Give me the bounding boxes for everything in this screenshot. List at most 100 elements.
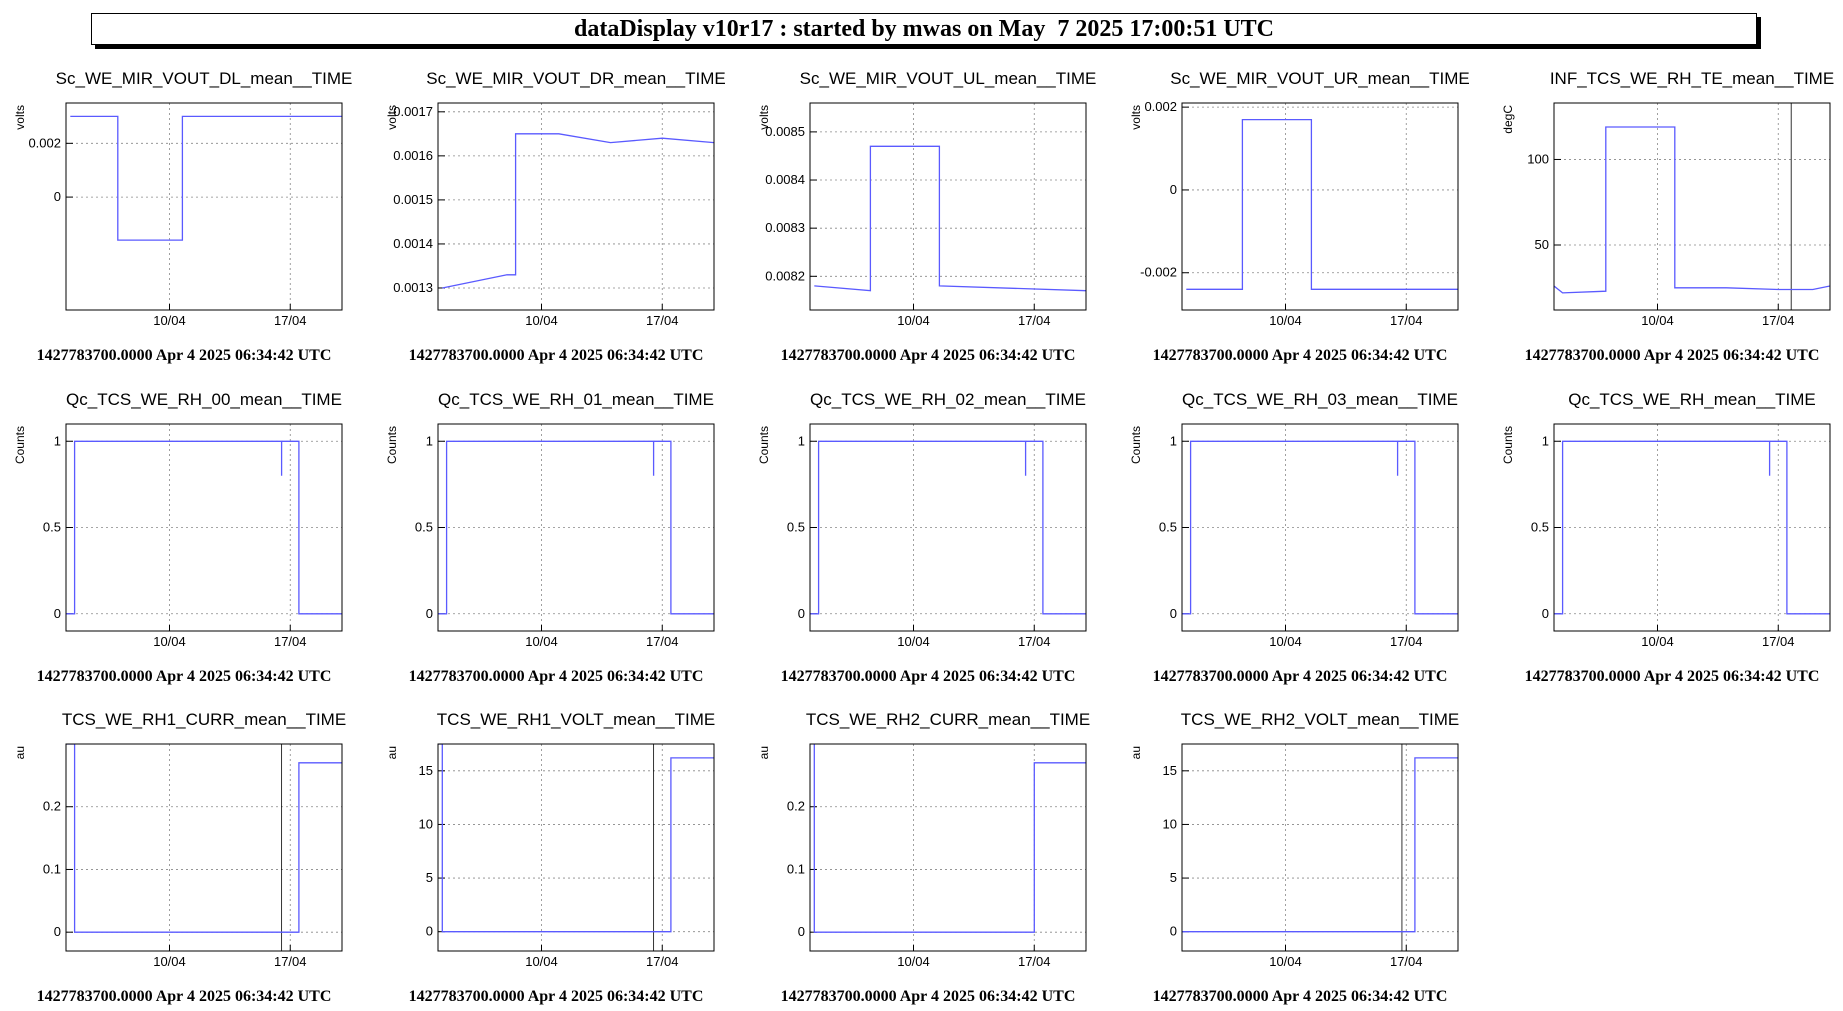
x-tick-label: 10/04 (1269, 954, 1302, 969)
y-tick-label: 0.2 (787, 799, 805, 814)
plot-frame (1181, 102, 1459, 311)
x-tick-label: 10/04 (1641, 634, 1674, 649)
x-tick-label: 17/04 (1390, 954, 1423, 969)
x-tick-label: 10/04 (1269, 634, 1302, 649)
plot-frame (1553, 423, 1831, 632)
panel-title: Sc_WE_MIR_VOUT_UL_mean__TIME (800, 69, 1097, 88)
y-tick-label: 0 (1170, 606, 1177, 621)
panel-footer: 1427783700.0000 Apr 4 2025 06:34:42 UTC (409, 668, 704, 685)
panel-footer: 1427783700.0000 Apr 4 2025 06:34:42 UTC (37, 668, 332, 685)
x-tick-label: 17/04 (646, 954, 679, 969)
panel-footer: 1427783700.0000 Apr 4 2025 06:34:42 UTC (1525, 668, 1820, 685)
panel-9: Qc_TCS_WE_RH_03_mean__TIME Counts 10/04 17/… (1129, 390, 1459, 685)
y-tick-label: 0.002 (1144, 99, 1177, 114)
y-axis-label: Counts (1129, 426, 1143, 464)
series-line (442, 133, 714, 289)
series-line (1182, 757, 1458, 933)
y-axis-label: volts (757, 105, 771, 130)
y-tick-label: 0.5 (43, 520, 61, 535)
y-axis-label: au (13, 746, 27, 759)
panel-footer: 1427783700.0000 Apr 4 2025 06:34:42 UTC (37, 347, 332, 364)
x-tick-label: 17/04 (274, 313, 307, 328)
x-tick-label: 17/04 (1018, 954, 1051, 969)
panel-title: Qc_TCS_WE_RH_01_mean__TIME (438, 390, 714, 409)
x-tick-label: 17/04 (1390, 634, 1423, 649)
y-tick-label: -0.002 (1140, 265, 1177, 280)
y-tick-label: 0.2 (43, 799, 61, 814)
plot-frame (65, 423, 343, 632)
x-tick-label: 17/04 (646, 634, 679, 649)
x-tick-label: 10/04 (1641, 313, 1674, 328)
x-tick-label: 10/04 (1269, 313, 1302, 328)
y-axis-label: degC (1501, 105, 1515, 134)
panel-footer: 1427783700.0000 Apr 4 2025 06:34:42 UTC (409, 988, 704, 1005)
x-tick-label: 10/04 (525, 954, 558, 969)
y-tick-label: 1 (1542, 433, 1549, 448)
y-tick-label: 0 (798, 924, 805, 939)
plot-frame (437, 743, 715, 952)
panel-title: Qc_TCS_WE_RH_mean__TIME (1568, 390, 1816, 409)
panel-title: Qc_TCS_WE_RH_03_mean__TIME (1182, 390, 1458, 409)
y-tick-label: 0 (1542, 606, 1549, 621)
panel-footer: 1427783700.0000 Apr 4 2025 06:34:42 UTC (1153, 988, 1448, 1005)
panel-title: TCS_WE_RH1_CURR_mean__TIME (62, 710, 346, 729)
panel-title: Sc_WE_MIR_VOUT_DR_mean__TIME (426, 69, 725, 88)
panel-footer: 1427783700.0000 Apr 4 2025 06:34:42 UTC (1153, 347, 1448, 364)
plot-frame (809, 423, 1087, 632)
page-title: dataDisplay v10r17 : started by mwas on … (91, 13, 1757, 45)
y-tick-label: 0.0016 (393, 148, 433, 163)
y-tick-label: 0.0017 (393, 104, 433, 119)
y-axis-label: volts (1129, 105, 1143, 130)
y-tick-label: 0 (54, 924, 61, 939)
series-line (66, 440, 342, 615)
y-tick-label: 10 (419, 816, 433, 831)
y-tick-label: 0 (1170, 924, 1177, 939)
y-tick-label: 1 (798, 433, 805, 448)
x-tick-label: 10/04 (153, 313, 186, 328)
x-tick-label: 10/04 (897, 954, 930, 969)
series-line (810, 440, 1086, 615)
panel-footer: 1427783700.0000 Apr 4 2025 06:34:42 UTC (409, 347, 704, 364)
y-axis-label: au (1129, 746, 1143, 759)
plot-frame (1553, 102, 1831, 311)
y-tick-label: 5 (426, 870, 433, 885)
y-tick-label: 15 (1163, 763, 1177, 778)
series-line (70, 115, 342, 241)
panel-title: TCS_WE_RH2_VOLT_mean__TIME (1181, 710, 1459, 729)
y-tick-label: 0.1 (787, 861, 805, 876)
x-tick-label: 17/04 (1390, 313, 1423, 328)
y-tick-label: 15 (419, 763, 433, 778)
panel-footer: 1427783700.0000 Apr 4 2025 06:34:42 UTC (781, 988, 1076, 1005)
series-line (1554, 440, 1830, 615)
y-tick-label: 0.5 (415, 520, 433, 535)
x-tick-label: 10/04 (897, 634, 930, 649)
y-axis-label: au (757, 746, 771, 759)
panel-7: Qc_TCS_WE_RH_01_mean__TIME Counts 10/04 17/… (385, 390, 715, 685)
plot-frame (437, 102, 715, 311)
y-tick-label: 1 (54, 433, 61, 448)
x-tick-label: 17/04 (1762, 313, 1795, 328)
panel-footer: 1427783700.0000 Apr 4 2025 06:34:42 UTC (1525, 347, 1820, 364)
panel-footer: 1427783700.0000 Apr 4 2025 06:34:42 UTC (781, 668, 1076, 685)
panel-title: Sc_WE_MIR_VOUT_DL_mean__TIME (56, 69, 353, 88)
x-tick-label: 17/04 (1018, 634, 1051, 649)
y-tick-label: 0.5 (787, 520, 805, 535)
panel-title: TCS_WE_RH2_CURR_mean__TIME (806, 710, 1090, 729)
plot-frame (65, 743, 343, 952)
panel-10: Qc_TCS_WE_RH_mean__TIME Counts 10/04 17/04 1… (1501, 390, 1831, 685)
y-axis-label: volts (385, 105, 399, 130)
y-tick-label: 1 (1170, 433, 1177, 448)
x-tick-label: 17/04 (1762, 634, 1795, 649)
x-tick-label: 10/04 (153, 954, 186, 969)
y-tick-label: 0 (798, 606, 805, 621)
y-tick-label: 0 (54, 189, 61, 204)
plot-frame (809, 102, 1087, 311)
